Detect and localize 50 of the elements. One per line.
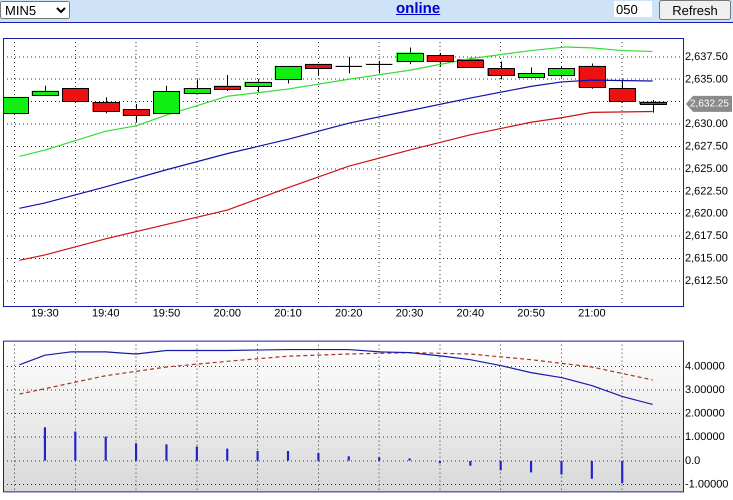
- bar: [621, 460, 624, 484]
- text: 2,632.25: [690, 98, 730, 110]
- bar: [530, 460, 532, 472]
- bar: [74, 431, 76, 461]
- y-tick-label: 2,625.00: [685, 162, 728, 175]
- y-tick-label: 2,615.00: [685, 252, 728, 265]
- bar: [560, 460, 563, 475]
- bar: [590, 460, 593, 479]
- y-tick-label: 2,627.50: [685, 140, 728, 152]
- y-tick-label: 2,630.00: [685, 118, 728, 130]
- y-tick-label: 4.00000: [685, 360, 725, 373]
- y-tick-label: -1.00000: [685, 478, 728, 490]
- text: 050: [614, 1, 652, 17]
- x-tick-label: 20:50: [517, 308, 545, 320]
- text: MIN5: [0, 1, 70, 19]
- bar: [256, 451, 259, 461]
- x-tick-label: 19:50: [152, 308, 180, 320]
- y-tick-label: 2,620.00: [685, 208, 728, 220]
- line-series: [18, 352, 654, 395]
- y-tick-label: 2,637.50: [685, 50, 728, 63]
- bar: [286, 451, 290, 461]
- x-tick-label: 19:40: [92, 308, 120, 320]
- bar: [348, 456, 350, 461]
- y-tick-label: 2,617.50: [685, 230, 728, 242]
- bar: [500, 460, 502, 470]
- y-tick-label: 3.00000: [685, 384, 725, 396]
- candlestick: [305, 64, 332, 76]
- y-tick-label: 0.0: [685, 454, 700, 467]
- bar: [469, 460, 472, 466]
- y-tick-label: 2,635.00: [685, 73, 728, 86]
- y-tick-label: 2.00000: [685, 408, 725, 420]
- x-tick-label: 20:10: [274, 308, 302, 320]
- x-tick-label: 21:00: [578, 308, 606, 320]
- bar: [196, 446, 198, 461]
- chart-title: online: [396, 0, 440, 17]
- x-tick-label: 20:40: [456, 308, 484, 320]
- x-tick-label: 19:30: [31, 308, 59, 320]
- y-tick-label: 1.00000: [685, 431, 725, 444]
- bar: [104, 436, 107, 461]
- y-tick-label: 2,622.50: [685, 185, 728, 198]
- bar: [165, 444, 168, 461]
- x-tick-label: 20:20: [334, 308, 363, 320]
- x-tick-label: 20:30: [396, 308, 424, 320]
- bar: [135, 443, 138, 461]
- x-tick-label: 20:00: [213, 308, 241, 320]
- y-tick-label: 2,612.50: [685, 274, 728, 287]
- bar: [317, 453, 320, 461]
- bar: [44, 427, 46, 461]
- text: Refresh: [659, 0, 731, 20]
- bar: [226, 448, 228, 461]
